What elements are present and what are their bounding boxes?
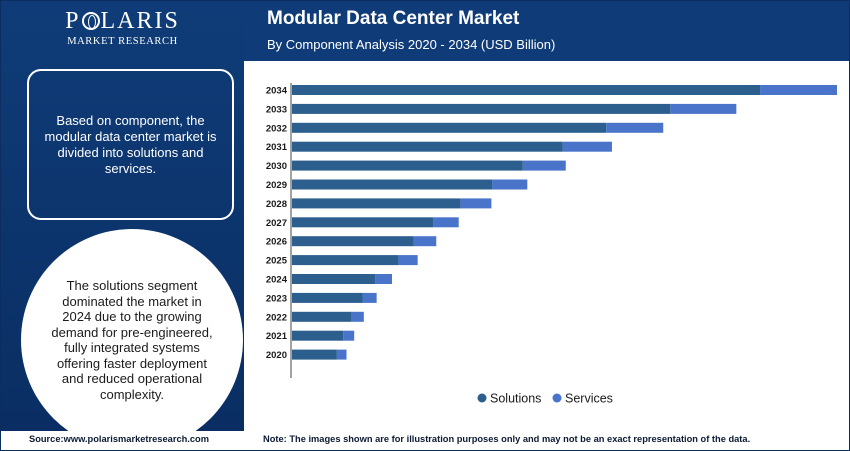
component-note-box: Based on component, the modular data cen… xyxy=(27,69,234,220)
brand-name: P LARIS xyxy=(65,8,180,34)
y-tick-label: 2029 xyxy=(266,180,287,191)
bar-solutions-2026 xyxy=(292,236,414,247)
bar-services-2020 xyxy=(336,349,347,360)
legend-marker-solutions xyxy=(477,393,487,403)
bar-chart: 2034 2033 2032 2031 2030 2029 2028 2027 2026 2025… xyxy=(266,83,837,406)
solutions-note-circle: The solutions segment dominated the mark… xyxy=(21,229,243,431)
legend-marker-services xyxy=(552,393,562,403)
brand-logo: P LARIS MARKET RESEARCH xyxy=(1,7,244,49)
bar-solutions-2020 xyxy=(292,349,337,360)
component-note-text: Based on component, the modular data cen… xyxy=(44,112,217,176)
y-tick-labels: 2034 2033 2032 2031 2030 2029 2028 2027 2026 2025… xyxy=(266,86,288,362)
bar-solutions-2034 xyxy=(292,85,761,95)
bar-solutions-2027 xyxy=(292,217,434,228)
y-tick-label: 2025 xyxy=(266,256,288,267)
y-tick-label: 2028 xyxy=(266,199,287,210)
bar-services-2024 xyxy=(375,274,393,284)
y-tick-label: 2032 xyxy=(266,123,287,134)
chart-subtitle: By Component Analysis 2020 - 2034 (USD B… xyxy=(267,37,556,52)
bar-solutions-2032 xyxy=(292,122,607,133)
y-tick-label: 2026 xyxy=(266,237,287,248)
chart-header: Modular Data Center Market By Component … xyxy=(244,1,849,61)
bar-services-2034 xyxy=(760,85,837,95)
bar-services-2030 xyxy=(522,160,566,171)
bar-services-2032 xyxy=(606,122,664,133)
y-tick-label: 2021 xyxy=(266,331,288,342)
legend-label-solutions: Solutions xyxy=(490,392,541,406)
solutions-note-text: The solutions segment dominated the mark… xyxy=(51,278,213,402)
bar-solutions-2022 xyxy=(292,311,351,322)
bar-solutions-2023 xyxy=(292,292,363,303)
brand-subtitle: MARKET RESEARCH xyxy=(67,36,178,47)
globe-icon xyxy=(81,12,100,30)
bar-services-2022 xyxy=(350,311,364,322)
left-panel: P LARIS MARKET RESEARCH Based on componen… xyxy=(1,1,244,431)
bar-solutions-2025 xyxy=(292,255,399,266)
y-tick-label: 2033 xyxy=(266,104,287,115)
bar-services-2025 xyxy=(398,255,418,266)
bar-solutions-2028 xyxy=(292,198,461,209)
bar-services-2027 xyxy=(433,217,459,228)
legend-label-services: Services xyxy=(565,392,613,406)
y-tick-label: 2034 xyxy=(266,86,288,97)
bar-solutions-2030 xyxy=(292,160,523,171)
bar-services-2023 xyxy=(362,292,377,303)
y-tick-label: 2031 xyxy=(266,142,288,153)
bar-services-2026 xyxy=(413,236,437,247)
footer: Source:www.polarismarketresearch.com Not… xyxy=(1,431,849,450)
bar-services-2029 xyxy=(492,179,528,190)
bar-services-2033 xyxy=(670,103,737,114)
y-tick-label: 2022 xyxy=(266,312,287,323)
bar-solutions-2031 xyxy=(292,141,563,152)
disclaimer-note: Note: The images shown are for illustrat… xyxy=(263,434,751,444)
y-tick-label: 2030 xyxy=(266,161,287,172)
source-text: Source:www.polarismarketresearch.com xyxy=(29,434,209,444)
y-tick-label: 2027 xyxy=(266,218,287,229)
bar-solutions-2029 xyxy=(292,179,493,190)
bar-group xyxy=(292,85,837,360)
bar-solutions-2021 xyxy=(292,330,344,341)
bar-solutions-2033 xyxy=(292,103,671,114)
chart-legend: Solutions Services xyxy=(477,392,613,406)
y-tick-label: 2024 xyxy=(266,275,288,286)
bar-services-2021 xyxy=(343,330,355,341)
bar-solutions-2024 xyxy=(292,274,376,284)
chart-title: Modular Data Center Market xyxy=(267,8,520,29)
y-tick-label: 2020 xyxy=(266,350,287,361)
y-tick-label: 2023 xyxy=(266,293,287,304)
bar-services-2028 xyxy=(460,198,492,209)
bar-services-2031 xyxy=(562,141,612,152)
